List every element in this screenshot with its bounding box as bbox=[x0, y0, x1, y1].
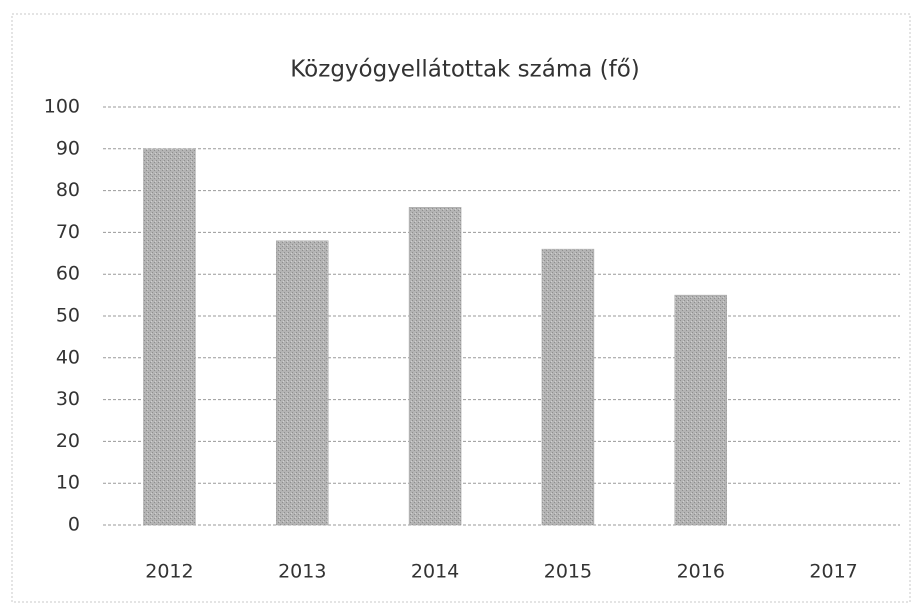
y-tick-label: 0 bbox=[68, 514, 80, 536]
x-tick-label: 2015 bbox=[544, 561, 592, 583]
bar bbox=[674, 294, 727, 526]
x-tick-label: 2016 bbox=[677, 561, 725, 583]
bar bbox=[541, 248, 595, 526]
y-tick-label: 10 bbox=[56, 472, 80, 494]
y-tick-label: 100 bbox=[44, 96, 80, 118]
bar bbox=[408, 207, 462, 526]
y-tick-label: 70 bbox=[56, 221, 80, 243]
y-tick-label: 40 bbox=[56, 346, 80, 368]
y-tick-label: 50 bbox=[56, 305, 80, 327]
bar bbox=[276, 240, 329, 526]
y-tick-label: 80 bbox=[56, 179, 80, 201]
x-tick-label: 2012 bbox=[145, 561, 193, 583]
y-tick-label: 90 bbox=[56, 137, 80, 159]
x-tick-label: 2013 bbox=[278, 561, 326, 583]
bar bbox=[143, 148, 196, 526]
chart-title: Közgyógyellátottak száma (fő) bbox=[290, 57, 640, 83]
y-tick-label: 60 bbox=[56, 263, 80, 285]
y-tick-label: 30 bbox=[56, 388, 80, 410]
y-tick-label: 20 bbox=[56, 430, 80, 452]
x-tick-label: 2017 bbox=[809, 561, 857, 583]
x-tick-label: 2014 bbox=[411, 561, 459, 583]
